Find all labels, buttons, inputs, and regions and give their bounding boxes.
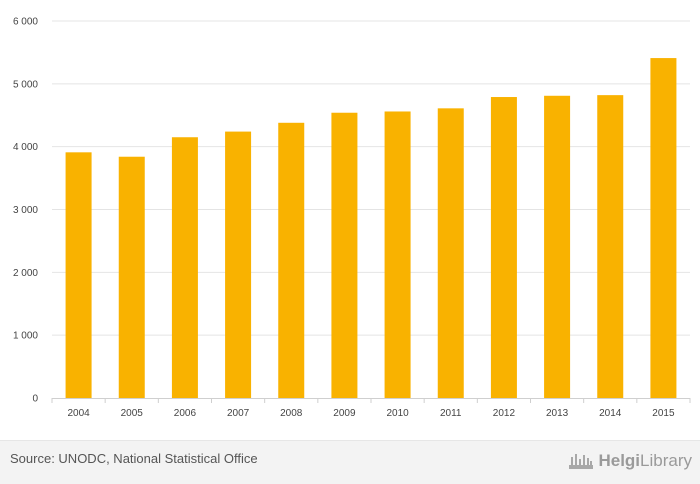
grid-lines — [52, 20, 690, 336]
bar-2006[interactable] — [171, 137, 198, 398]
bar-2010[interactable] — [384, 111, 411, 398]
x-axis: 2004 2005 2006 2007 2008 2009 2010 2011 2012 2013… — [51, 398, 691, 419]
brand-name-rest: Library — [640, 451, 692, 470]
y-tick-label: 5 000 — [13, 79, 38, 90]
x-tick-label: 2007 — [227, 408, 250, 419]
bar-chart: 0 1 000 2 000 3 000 4 000 5 000 6 000 2004 2005… — [13, 17, 691, 419]
x-tick-label: 2005 — [121, 408, 144, 419]
brand-logo[interactable]: HelgiLibrary — [568, 448, 692, 474]
helgi-library-logo-icon — [569, 454, 594, 469]
y-tick-label: 2 000 — [13, 268, 38, 279]
bar-2005[interactable] — [118, 156, 145, 398]
source-note: Source: UNODC, National Statistical Offi… — [10, 451, 258, 466]
x-tick-label: 2010 — [386, 408, 409, 419]
bar-2009[interactable] — [331, 112, 358, 398]
y-tick-label: 6 000 — [13, 17, 38, 28]
x-tick-label: 2009 — [333, 408, 356, 419]
bar-2011[interactable] — [437, 108, 464, 399]
bar-2007[interactable] — [225, 131, 252, 398]
bar-2004[interactable] — [65, 152, 92, 398]
x-tick-label: 2006 — [174, 408, 197, 419]
y-tick-label: 1 000 — [13, 331, 38, 342]
x-tick-label: 2011 — [440, 408, 462, 419]
x-tick-label: 2014 — [599, 408, 622, 419]
x-tick-label: 2015 — [652, 408, 675, 419]
x-tick-label: 2004 — [67, 408, 90, 419]
y-tick-label: 0 — [32, 394, 38, 405]
x-tick-label: 2013 — [546, 408, 569, 419]
bar-2008[interactable] — [278, 122, 305, 398]
y-tick-label: 4 000 — [13, 142, 38, 153]
bar-2014[interactable] — [597, 95, 624, 398]
y-axis: 0 1 000 2 000 3 000 4 000 5 000 6 000 — [13, 17, 38, 405]
bar-2015[interactable] — [650, 58, 677, 399]
x-tick-label: 2012 — [493, 408, 516, 419]
y-tick-label: 3 000 — [13, 205, 38, 216]
bars — [65, 58, 677, 399]
brand-name-bold: Helgi — [598, 451, 641, 470]
footer: Source: UNODC, National Statistical Offi… — [0, 440, 700, 484]
bar-2013[interactable] — [544, 95, 571, 398]
bar-2012[interactable] — [490, 97, 517, 399]
x-tick-label: 2008 — [280, 408, 303, 419]
